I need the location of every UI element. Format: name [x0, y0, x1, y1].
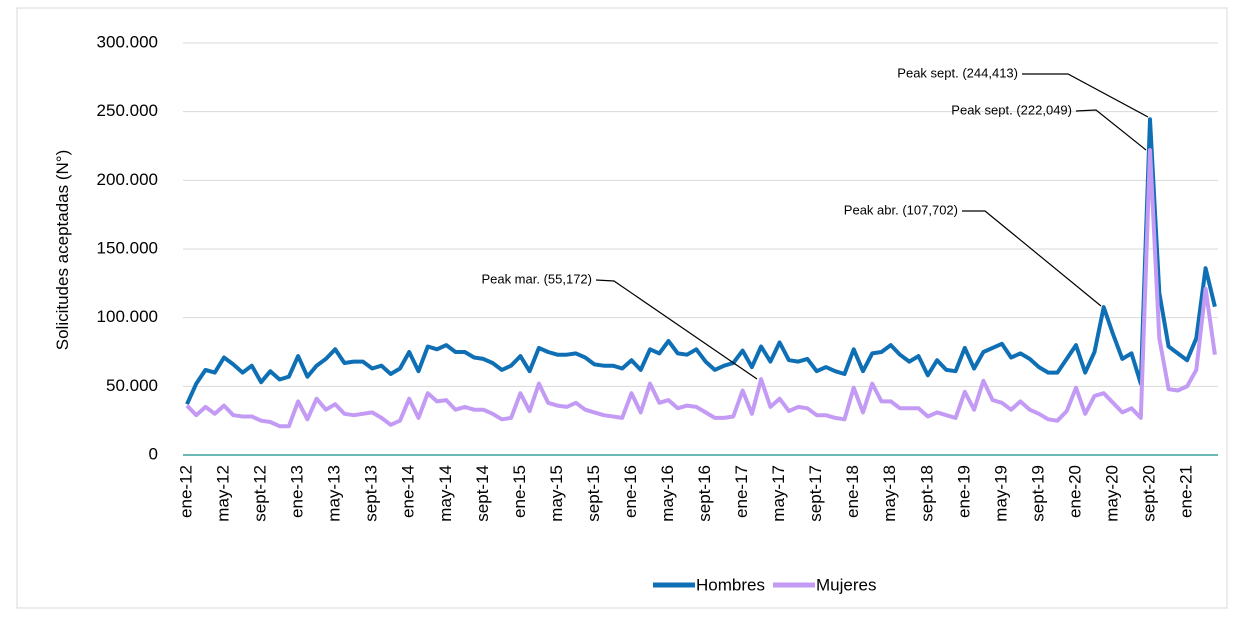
y-tick-label: 100.000 [97, 307, 158, 326]
annotation: Peak sept. (222,049) [951, 102, 1072, 117]
x-tick-label: ene-13 [288, 465, 307, 518]
x-tick-label: ene-18 [843, 465, 862, 518]
x-tick-label: ene-15 [510, 465, 529, 518]
x-tick-label: sept-13 [362, 465, 381, 522]
x-tick-label: may-18 [880, 465, 899, 522]
x-tick-label: ene-14 [399, 465, 418, 518]
x-tick-label: sept-16 [695, 465, 714, 522]
series-line [185, 117, 1217, 406]
annotation: Peak mar. (55,172) [481, 271, 592, 286]
x-tick-label: sept-12 [251, 465, 270, 522]
x-tick-label: may-13 [325, 465, 344, 522]
series-line [185, 148, 1217, 429]
x-tick-label: sept-14 [473, 465, 492, 522]
x-tick-label: may-16 [658, 465, 677, 522]
y-tick-label: 200.000 [97, 170, 158, 189]
x-tick-label: sept-15 [584, 465, 603, 522]
annotation-arrow [962, 210, 1102, 307]
x-tick-label: may-19 [991, 465, 1010, 522]
x-tick-label: may-15 [547, 465, 566, 522]
x-tick-label: sept-20 [1140, 465, 1159, 522]
y-tick-label: 150.000 [97, 238, 158, 257]
annotation-arrow [1075, 109, 1147, 151]
y-axis-title: Solicitudes aceptadas (N°) [53, 150, 72, 351]
x-tick-label: ene-17 [732, 465, 751, 518]
y-tick-label: 0 [149, 444, 158, 463]
x-tick-label: may-20 [1102, 465, 1121, 522]
x-tick-label: may-17 [769, 465, 788, 522]
y-tick-label: 50.000 [106, 376, 158, 395]
x-tick-label: may-12 [214, 465, 233, 522]
x-tick-label: ene-21 [1177, 465, 1196, 518]
x-tick-label: ene-12 [176, 465, 195, 518]
x-tick-label: sept-18 [917, 465, 936, 522]
annotation-arrow [595, 279, 758, 380]
x-tick-label: ene-19 [954, 465, 973, 518]
x-tick-label: ene-20 [1065, 465, 1084, 518]
x-tick-label: ene-16 [621, 465, 640, 518]
chart-frame [16, 7, 1228, 609]
x-tick-label: sept-17 [806, 465, 825, 522]
annotation: Peak abr. (107,702) [844, 202, 958, 217]
y-tick-label: 250.000 [97, 101, 158, 120]
annotation: Peak sept. (244,413) [897, 65, 1018, 80]
legend-label: Mujeres [816, 575, 876, 594]
x-tick-label: sept-19 [1028, 465, 1047, 522]
x-tick-label: may-14 [436, 465, 455, 522]
legend-label: Hombres [696, 575, 765, 594]
annotation-arrow [1022, 73, 1149, 118]
y-tick-label: 300.000 [97, 32, 158, 51]
